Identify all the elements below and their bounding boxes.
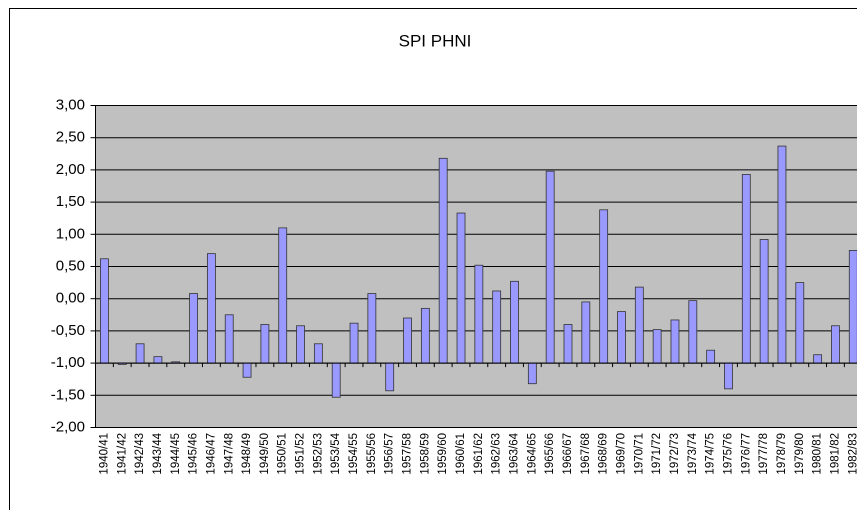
x-tick-label: 1979/80: [794, 433, 806, 475]
bar: [510, 280, 519, 364]
bar: [706, 349, 716, 364]
bar: [617, 311, 626, 364]
x-tick-label: 1943/44: [152, 432, 164, 474]
x-tick-label: 1969/70: [616, 433, 628, 475]
x-tick-label: 1977/78: [758, 433, 770, 475]
x-tick-label: 1954/55: [348, 433, 360, 475]
x-tick-label: 1976/77: [740, 433, 752, 475]
x-tick-label: 1960/61: [455, 433, 467, 475]
bar: [420, 307, 430, 364]
x-tick-label: 1947/48: [223, 433, 235, 475]
x-tick-label: 1962/63: [491, 433, 503, 475]
bar: [652, 329, 662, 364]
bar: [206, 253, 216, 364]
bar: [278, 227, 288, 364]
x-tick-label: 1970/71: [633, 433, 645, 475]
x-tick-label: 1956/57: [384, 433, 396, 475]
x-tick-label: 1968/69: [598, 433, 610, 475]
bar: [313, 343, 323, 364]
bar: [724, 362, 733, 390]
x-tick-label: 1974/75: [705, 433, 717, 475]
y-tick-label: 2,50: [56, 129, 85, 146]
x-tick-label: 1971/72: [651, 433, 663, 475]
y-tick-label: -1,00: [51, 354, 85, 371]
y-tick-label: 2,00: [56, 161, 85, 178]
bar: [545, 170, 555, 364]
bar: [100, 258, 109, 364]
bar: [831, 325, 840, 364]
chart-title: SPI PHNI: [399, 31, 472, 50]
bar: [403, 317, 412, 364]
x-tick-label: 1942/43: [134, 433, 146, 475]
bar: [474, 264, 484, 364]
bar: [813, 354, 823, 364]
bar: [224, 314, 234, 364]
bar: [795, 282, 805, 364]
y-tick-label: 0,00: [56, 290, 85, 307]
bar: [599, 209, 609, 364]
bar: [688, 300, 698, 364]
y-tick-label: 1,50: [56, 193, 85, 210]
bar: [438, 157, 448, 364]
x-tick-label: 1953/54: [330, 432, 342, 474]
bar: [741, 174, 751, 364]
bar: [367, 293, 377, 364]
bar: [634, 286, 644, 364]
x-tick-label: 1965/66: [544, 433, 556, 475]
x-tick-label: 1961/62: [473, 433, 485, 475]
x-tick-label: 1950/51: [277, 433, 289, 475]
x-tick-label: 1966/67: [562, 433, 574, 475]
bar: [296, 325, 305, 364]
bar: [331, 362, 341, 398]
x-tick-label: 1948/49: [241, 433, 253, 475]
bar: [670, 319, 680, 364]
y-tick-label: 0,50: [56, 257, 85, 274]
bar: [777, 145, 787, 364]
x-tick-label: 1963/64: [509, 432, 521, 474]
x-tick-label: 1982/83: [847, 433, 857, 475]
y-tick-label: 3,00: [56, 96, 85, 113]
x-tick-label: 1951/52: [295, 433, 307, 475]
x-tick-label: 1946/47: [205, 433, 217, 475]
bar: [189, 293, 198, 364]
y-tick-label: -0,50: [51, 322, 85, 339]
y-tick-label: 1,00: [56, 225, 85, 242]
x-tick-label: 1980/81: [812, 433, 824, 475]
x-tick-label: 1981/82: [829, 433, 841, 475]
x-tick-label: 1957/58: [402, 433, 414, 475]
x-tick-label: 1941/42: [116, 433, 128, 475]
x-tick-label: 1958/59: [419, 433, 431, 475]
x-tick-label: 1959/60: [437, 433, 449, 475]
x-tick-label: 1973/74: [687, 432, 699, 474]
bar: [242, 362, 252, 378]
x-tick-label: 1972/73: [669, 433, 681, 475]
bar: [759, 239, 769, 364]
x-tick-label: 1949/50: [259, 433, 271, 475]
bar: [527, 362, 537, 385]
x-tick-label: 1975/76: [722, 433, 734, 475]
x-tick-label: 1955/56: [366, 433, 378, 475]
bar: [581, 301, 591, 364]
x-tick-label: 1964/65: [526, 433, 538, 475]
x-tick-label: 1945/46: [188, 433, 200, 475]
y-tick-label: -1,50: [51, 386, 85, 403]
x-tick-label: 1944/45: [170, 433, 182, 475]
x-tick-label: 1952/53: [312, 433, 324, 475]
bar: [153, 356, 163, 364]
bar: [260, 324, 270, 364]
bar: [456, 212, 466, 364]
x-tick-label: 1978/79: [776, 433, 788, 475]
bar: [563, 324, 573, 364]
y-tick-label: -2,00: [51, 418, 85, 435]
bar: [135, 343, 145, 364]
x-tick-label: 1940/41: [98, 433, 110, 475]
bar: [349, 322, 359, 364]
bar: [848, 249, 857, 364]
bar: [492, 290, 502, 364]
x-tick-label: 1967/68: [580, 433, 592, 475]
bar: [385, 362, 395, 392]
